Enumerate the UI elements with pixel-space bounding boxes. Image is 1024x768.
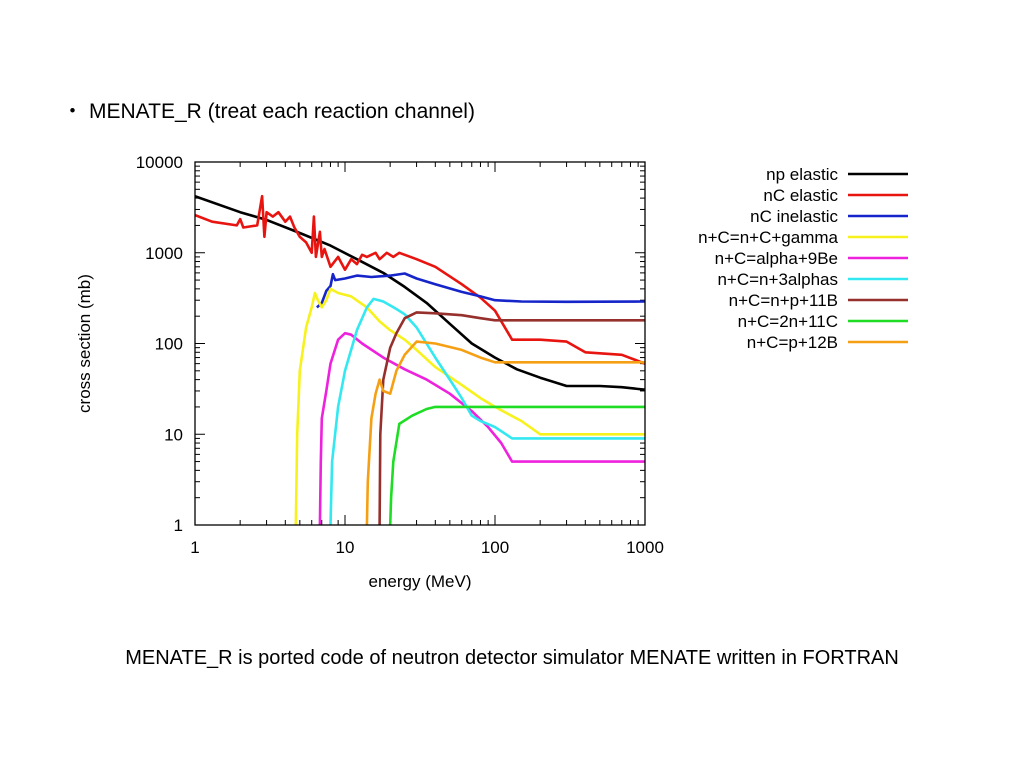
plot-frame bbox=[194, 161, 646, 526]
legend-label: n+C=2n+11C bbox=[738, 312, 838, 331]
legend-label: n+C=n+p+11B bbox=[729, 291, 838, 310]
slide-heading: ・ MENATE_R (treat each reaction channel) bbox=[62, 95, 475, 125]
heading-text: MENATE_R (treat each reaction channel) bbox=[89, 100, 475, 123]
bullet-icon: ・ bbox=[62, 100, 83, 123]
series-line-1 bbox=[195, 194, 645, 365]
legend-label: nC elastic bbox=[763, 186, 838, 205]
series-line-7 bbox=[388, 405, 645, 525]
caption: MENATE_R is ported code of neutron detec… bbox=[125, 647, 899, 669]
y-tick-label: 10 bbox=[164, 425, 183, 444]
series-line-3 bbox=[294, 287, 645, 525]
y-tick-label: 1 bbox=[174, 516, 183, 535]
legend-label: n+C=n+3alphas bbox=[717, 270, 838, 289]
legend-label: np elastic bbox=[766, 165, 838, 184]
legend-label: n+C=alpha+9Be bbox=[715, 249, 838, 268]
y-tick-label: 100 bbox=[155, 335, 183, 354]
series-line-5 bbox=[329, 297, 645, 525]
x-tick-label: 10 bbox=[336, 538, 355, 557]
y-axis-label: cross section (mb) bbox=[75, 274, 94, 413]
legend-label: n+C=n+C+gamma bbox=[698, 228, 838, 247]
series-line-2 bbox=[316, 272, 645, 309]
series-line-8 bbox=[365, 340, 645, 525]
x-tick-label: 1000 bbox=[626, 538, 664, 557]
x-tick-label: 1 bbox=[190, 538, 199, 557]
cross-section-chart: 1 10 100 1000 1 10 100 1000 10000 energy (MeV) cro… bbox=[75, 153, 908, 591]
y-tick-label: 10000 bbox=[136, 153, 183, 172]
legend-label: nC inelastic bbox=[750, 207, 838, 226]
x-tick-label: 100 bbox=[481, 538, 509, 557]
series-line-4 bbox=[318, 331, 645, 525]
y-tick-label: 1000 bbox=[145, 244, 183, 263]
x-axis-label: energy (MeV) bbox=[369, 572, 472, 591]
legend-label: n+C=p+12B bbox=[747, 333, 838, 352]
series-line-6 bbox=[378, 311, 645, 525]
